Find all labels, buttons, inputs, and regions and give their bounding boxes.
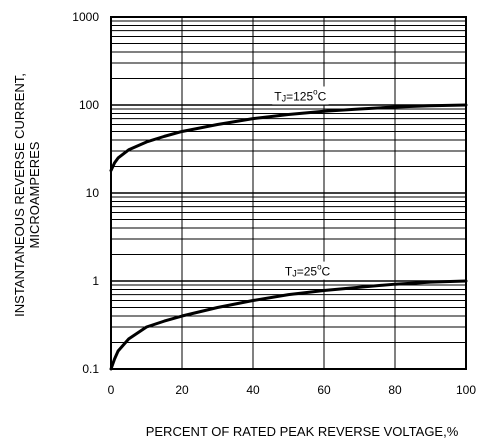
series-annotation-2: TJ=25oC: [282, 261, 333, 280]
series-line-2: [109, 279, 468, 371]
annotation-layer: TJ=125oC TJ=25oC: [272, 86, 333, 280]
x-tick-label: 40: [246, 383, 260, 397]
plot-frame: [110, 16, 467, 370]
series-annotation-1: TJ=125oC: [272, 86, 329, 105]
y-tick-label: 1000: [72, 10, 99, 24]
y-axis-title-line-2: MICROAMPERES: [27, 141, 42, 248]
y-tick-label: 100: [79, 98, 99, 112]
series-line-1: [109, 103, 468, 173]
x-tick-label: 100: [456, 383, 476, 397]
svg-text:TJ=125oC: TJ=125oC: [274, 87, 326, 103]
svg-text:TJ=25oC: TJ=25oC: [285, 263, 331, 279]
series-layer: [109, 103, 468, 371]
x-tick-label: 80: [388, 383, 402, 397]
tick-labels: 0 20 40 60 80 100 0.1 1 10 100 1000: [72, 10, 476, 397]
grid-lines: [111, 17, 466, 369]
x-tick-label: 60: [317, 383, 331, 397]
y-tick-label: 0.1: [82, 362, 99, 376]
y-axis-title-line-1: INSTANTANEOUS REVERSE CURRENT,: [12, 73, 27, 317]
y-tick-label: 1: [92, 274, 99, 288]
y-axis-title: INSTANTANEOUS REVERSE CURRENT, MICROAMPER…: [12, 73, 42, 317]
x-tick-label: 20: [175, 383, 189, 397]
y-tick-label: 10: [86, 186, 100, 200]
x-tick-label: 0: [108, 383, 115, 397]
x-axis-title: PERCENT OF RATED PEAK REVERSE VOLTAGE,%: [146, 424, 459, 439]
